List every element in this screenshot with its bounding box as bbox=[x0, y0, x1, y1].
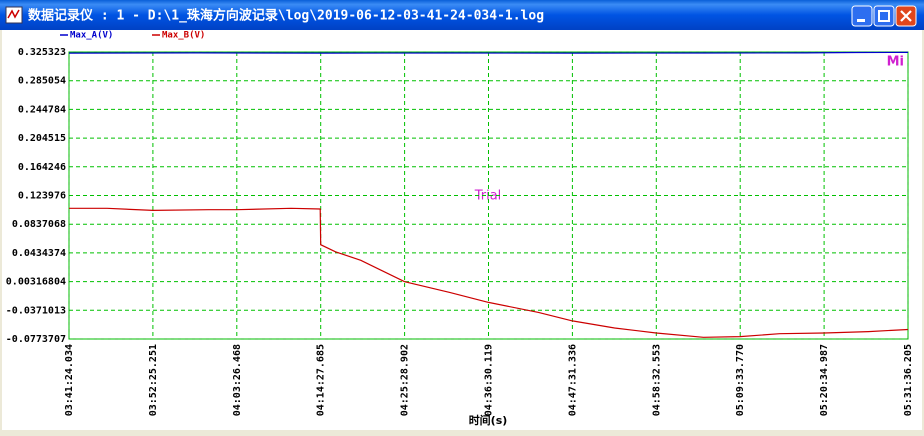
window-title: 数据记录仪 : 1 - D:\1_珠海方向波记录\log\2019-06-12-… bbox=[28, 8, 544, 24]
x-tick-label: 04:36:30.119 bbox=[483, 344, 494, 416]
x-tick-label: 04:03:26.468 bbox=[232, 344, 243, 416]
x-axis-title: 时间(s) bbox=[469, 413, 508, 427]
y-tick-label: 0.123976 bbox=[18, 191, 66, 202]
x-tick-label: 04:47:31.336 bbox=[567, 344, 578, 416]
x-tick-label: 04:58:32.553 bbox=[651, 344, 662, 416]
watermark: Trial bbox=[474, 189, 502, 204]
close-button[interactable] bbox=[895, 5, 917, 27]
x-tick-label: 05:31:36.205 bbox=[903, 344, 914, 416]
x-tick-label: 04:25:28.902 bbox=[400, 344, 411, 416]
y-tick-label: 0.0434374 bbox=[12, 248, 66, 259]
y-tick-label: 0.0837068 bbox=[12, 219, 66, 230]
series-line bbox=[69, 207, 909, 338]
x-tick-label: 03:41:24.034 bbox=[64, 344, 75, 416]
legend-label: Max_A(V) bbox=[70, 31, 113, 41]
y-tick-label: 0.244784 bbox=[18, 104, 66, 115]
y-tick-label: 0.00316804 bbox=[6, 277, 66, 288]
y-tick-label: 0.285054 bbox=[18, 76, 66, 87]
y-tick-label: 0.204515 bbox=[18, 133, 66, 144]
x-tick-label: 04:14:27.685 bbox=[316, 344, 327, 416]
minimize-button[interactable] bbox=[851, 5, 873, 27]
x-tick-label: 03:52:25.251 bbox=[148, 344, 159, 416]
corner-mark: Mi bbox=[887, 55, 904, 70]
series-line bbox=[68, 51, 909, 54]
y-tick-label: 0.164246 bbox=[18, 162, 66, 173]
legend-label: Max_B(V) bbox=[162, 31, 205, 41]
app-icon-glyph bbox=[7, 9, 20, 19]
x-tick-label: 05:20:34.987 bbox=[819, 344, 830, 416]
y-tick-label: 0.325323 bbox=[18, 47, 66, 58]
y-tick-label: -0.0371013 bbox=[6, 305, 66, 316]
y-tick-label: -0.0773707 bbox=[6, 334, 66, 345]
x-tick-label: 05:09:33.770 bbox=[735, 344, 746, 416]
maximize-button[interactable] bbox=[873, 5, 895, 27]
title-bar bbox=[0, 0, 924, 30]
